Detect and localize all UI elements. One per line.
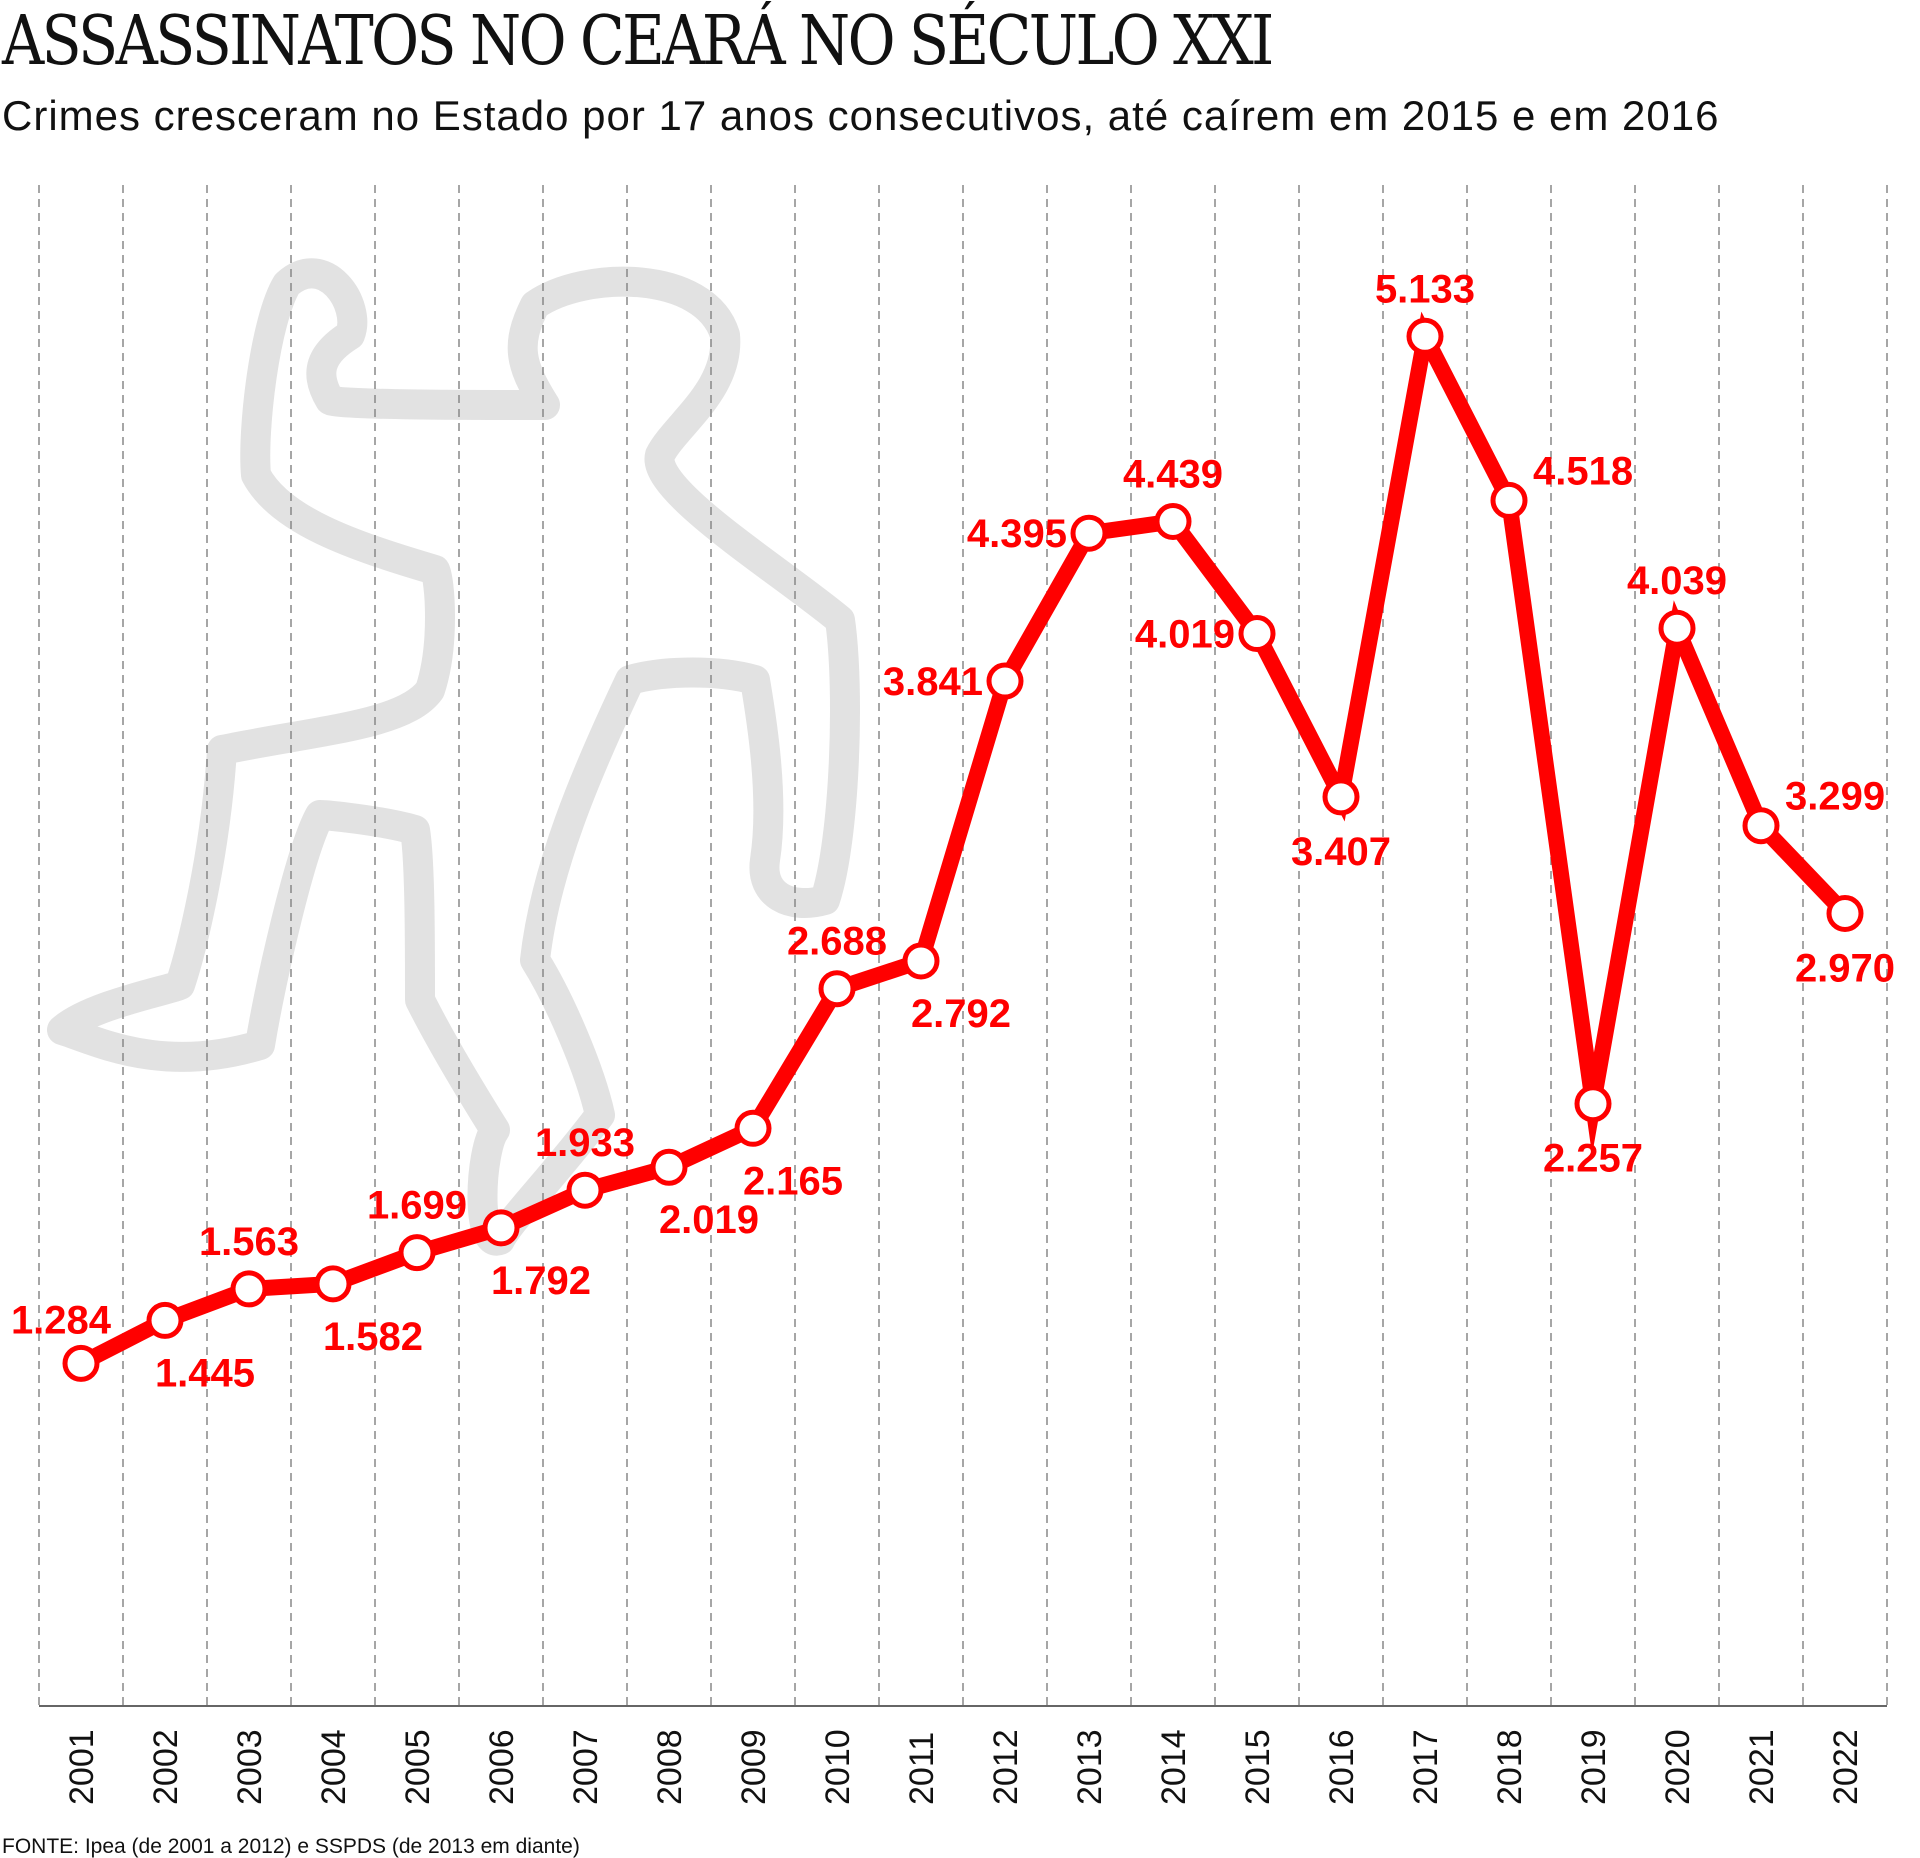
data-value-label: 4.518 <box>1533 449 1633 493</box>
x-tick-label: 2007 <box>567 1729 605 1805</box>
vertical-grid <box>38 185 1888 1706</box>
data-value-label: 4.439 <box>1123 452 1223 496</box>
x-tick-label: 2020 <box>1659 1729 1697 1805</box>
x-tick-label: 2014 <box>1155 1729 1193 1805</box>
body-outline-silhouette <box>47 258 860 1256</box>
data-value-label: 1.582 <box>323 1315 423 1359</box>
data-point-marker <box>482 1209 520 1247</box>
data-value-label: 5.133 <box>1375 267 1475 311</box>
x-tick-label: 2017 <box>1407 1729 1445 1805</box>
data-value-label: 1.792 <box>491 1259 591 1303</box>
x-tick-label: 2016 <box>1323 1729 1361 1805</box>
data-value-label: 3.299 <box>1785 775 1885 819</box>
data-value-label: 1.284 <box>11 1298 112 1342</box>
x-tick-label: 2012 <box>987 1729 1025 1805</box>
data-value-label: 2.165 <box>743 1159 843 1203</box>
data-value-label: 4.039 <box>1627 559 1727 603</box>
data-value-label: 1.933 <box>535 1121 635 1165</box>
data-point-marker <box>1658 609 1696 647</box>
data-value-label: 1.563 <box>199 1220 299 1264</box>
data-value-label: 2.019 <box>659 1198 759 1242</box>
data-point-marker <box>1406 317 1444 355</box>
data-value-label: 3.407 <box>1291 830 1391 874</box>
chart-source-note: FONTE: Ipea (de 2001 a 2012) e SSPDS (de… <box>2 1835 580 1858</box>
x-tick-label: 2003 <box>231 1729 269 1805</box>
data-value-labels: 1.284 1.445 1.563 1.582 1.699 1.792 1.933 2.019… <box>11 267 1895 1395</box>
data-value-label: 2.970 <box>1795 946 1895 990</box>
chart-title: ASSASSINATOS NO CEARÁ NO SÉCULO XXI <box>2 2 1274 81</box>
x-tick-label: 2010 <box>819 1729 857 1805</box>
x-tick-label: 2013 <box>1071 1729 1109 1805</box>
data-point-marker <box>902 942 940 980</box>
data-value-label: 2.257 <box>1543 1137 1643 1181</box>
x-tick-label: 2011 <box>903 1732 941 1805</box>
x-tick-label: 2002 <box>147 1729 185 1805</box>
data-value-label: 1.699 <box>367 1184 467 1228</box>
data-point-marker <box>1574 1085 1612 1123</box>
data-point-marker <box>650 1148 688 1186</box>
data-point-marker <box>1154 502 1192 540</box>
data-point-marker <box>1238 615 1276 653</box>
data-point-marker <box>566 1171 604 1209</box>
data-point-marker <box>986 662 1024 700</box>
x-tick-label: 2019 <box>1575 1729 1613 1805</box>
data-point-marker <box>1070 514 1108 552</box>
data-point-marker <box>1490 481 1528 519</box>
data-point-marker <box>398 1234 436 1272</box>
data-point-marker <box>1322 778 1360 816</box>
data-value-label: 4.395 <box>967 512 1067 556</box>
chart-subtitle: Crimes cresceram no Estado por 17 anos c… <box>2 92 1720 139</box>
data-value-label: 2.792 <box>911 992 1011 1036</box>
x-tick-label: 2006 <box>483 1729 521 1805</box>
data-value-label: 3.841 <box>883 660 983 704</box>
x-tick-label: 2004 <box>315 1729 353 1805</box>
homicides-series-line <box>77 311 1851 1371</box>
data-point-marker <box>314 1265 352 1303</box>
data-point-marker <box>818 970 856 1008</box>
x-tick-label: 2022 <box>1827 1729 1865 1805</box>
data-value-label: 2.688 <box>787 920 887 964</box>
x-tick-label: 2018 <box>1491 1729 1529 1805</box>
x-axis-ticks: 2001 2002 2003 2004 2005 2006 2007 2008 2009 2010… <box>63 1729 1865 1805</box>
x-tick-label: 2015 <box>1239 1729 1277 1805</box>
data-point-markers <box>62 317 1864 1382</box>
data-point-marker <box>230 1270 268 1308</box>
data-point-marker <box>1826 894 1864 932</box>
x-tick-label: 2021 <box>1743 1729 1781 1805</box>
data-value-label: 1.445 <box>155 1351 255 1395</box>
x-tick-label: 2008 <box>651 1729 689 1805</box>
data-value-label: 4.019 <box>1135 613 1235 657</box>
x-tick-label: 2009 <box>735 1729 773 1805</box>
x-tick-label: 2001 <box>63 1729 101 1805</box>
data-point-marker <box>734 1109 772 1147</box>
data-point-marker <box>146 1301 184 1339</box>
data-point-marker <box>62 1344 100 1382</box>
data-point-marker <box>1742 807 1780 845</box>
x-tick-label: 2005 <box>399 1729 437 1805</box>
